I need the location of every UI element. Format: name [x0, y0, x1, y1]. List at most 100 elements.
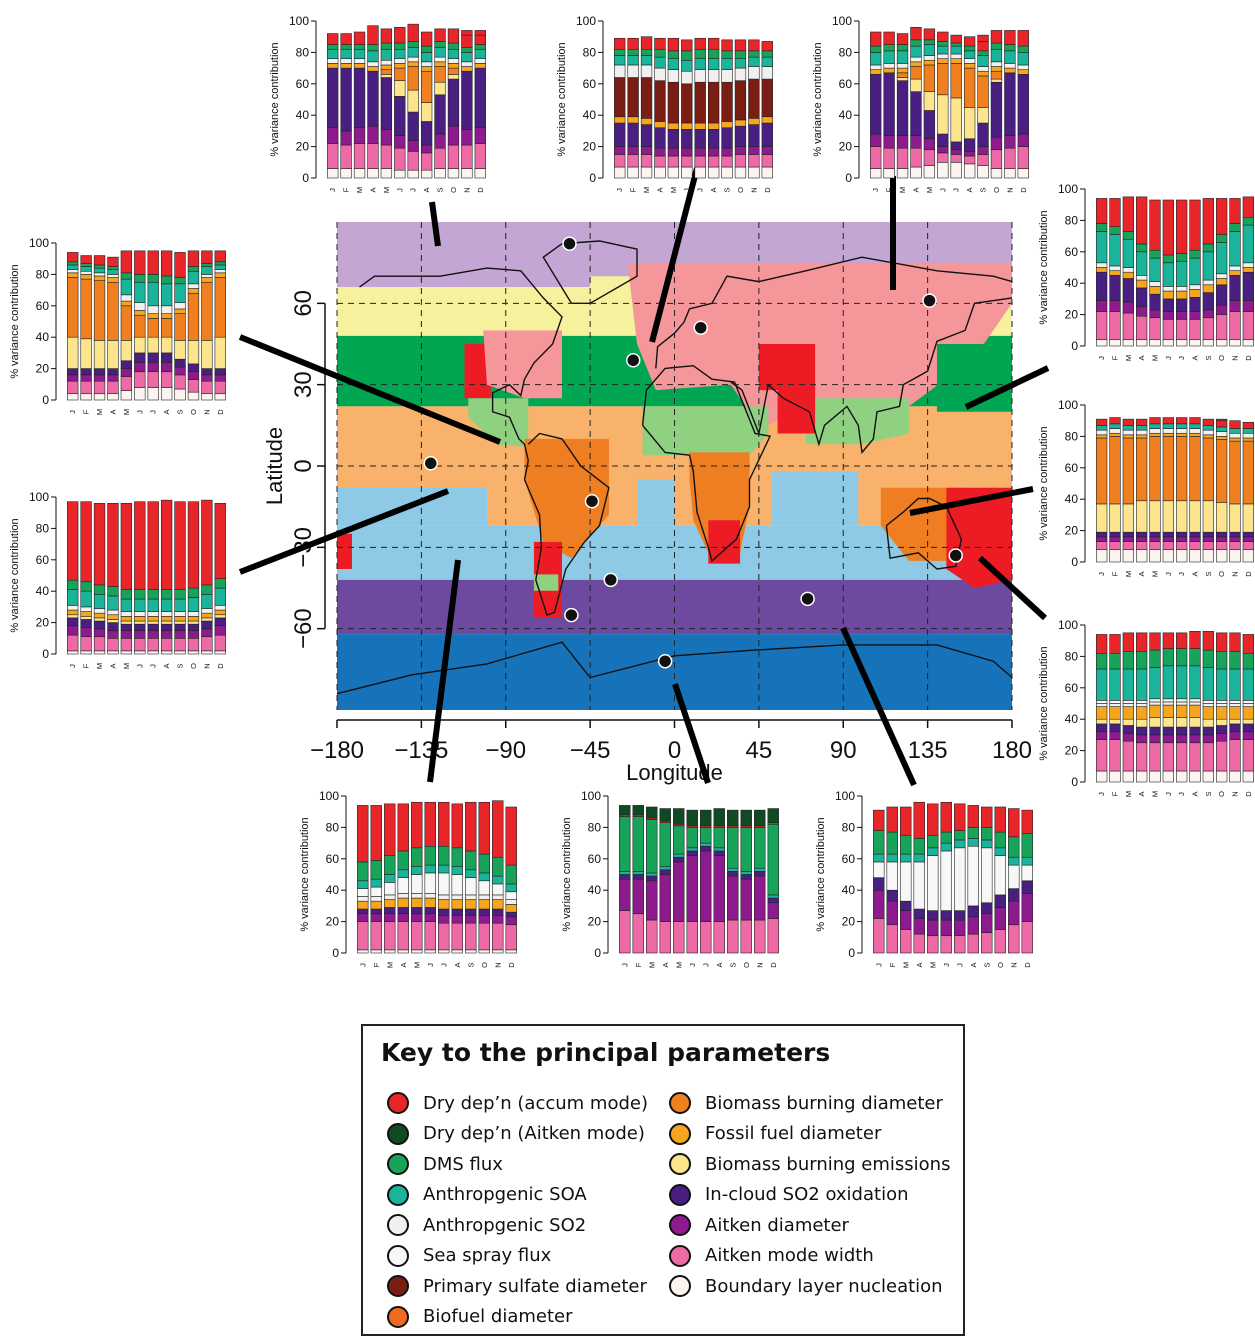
bar-segment: [201, 250, 213, 264]
bar-segment: [214, 250, 226, 263]
bar-segment: [754, 827, 766, 869]
bar-segment: [1004, 30, 1016, 45]
bar-segment: [950, 53, 962, 59]
bar-segment: [394, 42, 406, 50]
bar-segment: [1242, 300, 1254, 312]
panel-ylabel: % variance contribution: [269, 42, 281, 156]
bar-segment: [1109, 300, 1121, 312]
bar-segment: [451, 949, 463, 954]
bar-segment: [134, 336, 146, 354]
bar-segment: [681, 70, 693, 85]
bar-segment: [1122, 706, 1134, 720]
bar-segment: [1229, 275, 1241, 301]
bar-segment: [120, 390, 133, 401]
bar-segment: [367, 125, 379, 144]
bar-segment: [740, 827, 752, 872]
bar-segment: [1242, 652, 1254, 670]
panel-y-tick-label: 20: [326, 915, 340, 929]
bar-segment: [120, 376, 133, 391]
bar-segment: [134, 589, 146, 600]
bar-segment: [367, 61, 379, 67]
bar-segment: [380, 28, 393, 44]
legend-item: Biofuel diameter: [387, 1302, 648, 1333]
bar-segment: [357, 861, 369, 882]
month-label: J: [1177, 792, 1186, 796]
panel-y-tick-label: 0: [589, 171, 596, 185]
bar-segment: [681, 122, 693, 130]
bar-segment: [1162, 428, 1174, 434]
legend-column-right: Biomass burning diameter Fossil fuel diam…: [669, 1088, 950, 1302]
bar-segment: [505, 806, 517, 866]
map-region: [708, 520, 741, 564]
bar-segment: [963, 45, 976, 52]
bar-segment: [667, 58, 680, 70]
panel-ylabel: % variance contribution: [1038, 426, 1050, 540]
month-label: A: [1191, 571, 1200, 576]
bar-segment: [761, 50, 773, 58]
month-label: M: [382, 187, 391, 193]
panel-y-tick-label: 80: [296, 45, 310, 59]
bar-segment: [134, 623, 146, 631]
bar-segment: [1017, 30, 1029, 47]
bar-segment: [134, 616, 146, 622]
bar-segment: [134, 314, 146, 338]
bar-segment: [646, 806, 658, 819]
bar-segment: [1109, 536, 1121, 542]
bar-segment: [1189, 630, 1201, 649]
panel-y-tick-label: 100: [576, 14, 596, 28]
bar-segment: [1176, 319, 1188, 341]
panel-y-tick-label: 80: [36, 521, 50, 535]
bar-segment: [694, 166, 706, 179]
bar-segment: [451, 908, 463, 916]
bar-segment: [767, 918, 779, 954]
month-label: S: [1204, 791, 1213, 796]
legend-title: Key to the principal parameters: [381, 1038, 831, 1067]
bar-segment: [1242, 311, 1254, 341]
bar-segment: [913, 853, 925, 863]
bar-segment: [93, 608, 106, 614]
bar-segment: [900, 853, 912, 863]
bar-segment: [977, 122, 989, 147]
bar-segment: [160, 318, 173, 338]
site-marker: [603, 572, 618, 588]
bar-segment: [761, 66, 773, 80]
bar-segment: [994, 929, 1006, 954]
bar-segment: [1136, 500, 1148, 533]
bar-segment: [474, 44, 486, 50]
bar-segment: [147, 630, 159, 639]
bar-segment: [923, 64, 936, 92]
bar-segment: [937, 41, 949, 47]
bar-segment: [1109, 428, 1121, 434]
bar-segment: [937, 31, 949, 42]
bar-segment: [1242, 432, 1254, 439]
bar-segment: [411, 893, 423, 899]
month-label: J: [1177, 356, 1186, 360]
bar-segment: [700, 827, 712, 844]
panel-y-tick-label: 40: [36, 584, 50, 598]
bar-segment: [981, 806, 993, 828]
bar-segment: [1229, 300, 1241, 312]
month-label: N: [749, 187, 758, 192]
bar-segment: [357, 888, 369, 897]
bar-segment: [327, 33, 339, 45]
bar-segment: [107, 340, 119, 369]
bar-segment: [120, 368, 133, 377]
bar-segment: [201, 650, 213, 655]
panel-y-tick-label: 80: [1065, 429, 1079, 443]
bar-segment: [1122, 437, 1134, 505]
bar-segment: [438, 845, 450, 866]
x-tick-label: −45: [570, 737, 611, 764]
month-label: O: [1217, 791, 1226, 797]
bar-segment: [954, 910, 966, 921]
bar-segment: [640, 154, 653, 168]
bar-segment: [754, 871, 766, 877]
bar-segment: [107, 502, 119, 587]
bar-segment: [873, 918, 885, 954]
bar-segment: [147, 352, 159, 363]
month-label: S: [982, 962, 991, 967]
bar-segment: [910, 147, 922, 168]
bar-segment: [1096, 437, 1108, 505]
bar-segment: [1122, 531, 1134, 538]
bar-segment: [492, 949, 504, 954]
bar-segment: [438, 949, 450, 954]
